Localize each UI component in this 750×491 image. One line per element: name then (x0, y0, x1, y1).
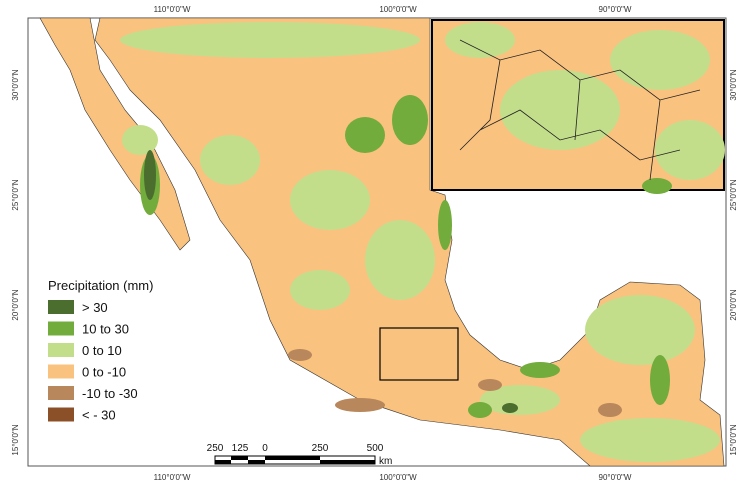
longitude-label: 90°0'0"W (599, 5, 632, 14)
legend-swatch (48, 321, 74, 336)
scale-label: 0 (262, 443, 268, 454)
inset (431, 19, 725, 194)
latitude-label: 20°0'0"N (11, 289, 20, 320)
scale-label: 500 (367, 443, 384, 454)
legend-label: 10 to 30 (82, 322, 129, 337)
scale-bar: 250 125 0 250 500 km (207, 443, 393, 467)
latitude-label: 25°0'0"N (11, 179, 20, 210)
legend-label: -10 to -30 (82, 386, 138, 401)
latitude-label: 30°0'0"N (11, 69, 20, 100)
latitude-label: 15°0'0"N (11, 424, 20, 455)
longitude-label: 110°0'0"W (154, 5, 191, 14)
legend-swatch (48, 300, 74, 314)
legend-swatch (48, 407, 74, 422)
scale-unit: km (379, 456, 392, 467)
legend-label: 0 to 10 (82, 343, 122, 358)
legend-swatch (48, 364, 74, 379)
scale-label: 250 (312, 443, 329, 454)
longitude-label: 100°0'0"W (379, 473, 417, 482)
land (39, 17, 725, 467)
legend-swatch (48, 386, 74, 400)
latitude-label: 30°0'0"N (729, 69, 738, 100)
latitude-label: 15°0'0"N (729, 424, 738, 455)
longitude-label: 110°0'0"W (154, 473, 191, 482)
legend-label: > 30 (82, 300, 108, 315)
scale-label: 250 (207, 443, 224, 454)
scale-label: 125 (232, 443, 249, 454)
legend-label: 0 to -10 (82, 365, 126, 380)
legend: Precipitation (mm) > 30 10 to 30 0 to 10 0 … (48, 278, 153, 423)
latitude-label: 20°0'0"N (729, 289, 738, 320)
longitude-label: 90°0'0"W (599, 473, 632, 482)
legend-label: < - 30 (82, 408, 116, 423)
longitude-label: 100°0'0"W (379, 5, 417, 14)
legend-swatch (48, 343, 74, 357)
legend-title: Precipitation (mm) (48, 278, 153, 293)
inset-locator (379, 327, 459, 381)
latitude-label: 25°0'0"N (729, 179, 738, 210)
